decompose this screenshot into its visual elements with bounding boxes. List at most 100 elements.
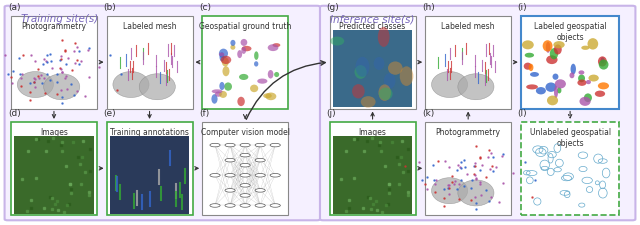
Ellipse shape — [554, 45, 562, 55]
Ellipse shape — [570, 64, 576, 75]
FancyBboxPatch shape — [11, 17, 97, 109]
Text: (j): (j) — [326, 109, 336, 118]
Text: (f): (f) — [199, 109, 209, 118]
FancyBboxPatch shape — [202, 122, 288, 215]
Ellipse shape — [220, 92, 227, 99]
Ellipse shape — [458, 74, 494, 100]
Circle shape — [240, 174, 250, 177]
Text: Photogrammetry: Photogrammetry — [436, 128, 500, 137]
FancyBboxPatch shape — [202, 17, 288, 109]
Circle shape — [240, 154, 250, 157]
Circle shape — [210, 174, 220, 177]
Ellipse shape — [546, 56, 557, 65]
Ellipse shape — [600, 58, 605, 64]
FancyBboxPatch shape — [109, 35, 189, 108]
Ellipse shape — [221, 56, 231, 65]
Ellipse shape — [598, 57, 607, 67]
FancyBboxPatch shape — [428, 141, 508, 214]
Ellipse shape — [17, 72, 54, 98]
Ellipse shape — [378, 85, 391, 101]
Ellipse shape — [250, 85, 258, 93]
Ellipse shape — [352, 85, 365, 99]
Text: Photogrammetry: Photogrammetry — [22, 22, 86, 31]
FancyBboxPatch shape — [205, 35, 285, 108]
Text: Labeled geospatial
objects: Labeled geospatial objects — [534, 22, 607, 41]
Ellipse shape — [273, 44, 280, 48]
FancyBboxPatch shape — [109, 137, 189, 214]
Ellipse shape — [578, 75, 585, 83]
Ellipse shape — [257, 79, 268, 84]
Circle shape — [225, 204, 235, 207]
FancyBboxPatch shape — [14, 137, 94, 214]
Ellipse shape — [431, 72, 468, 98]
Ellipse shape — [379, 88, 392, 101]
Text: Geospatial ground truth: Geospatial ground truth — [199, 22, 291, 31]
Ellipse shape — [222, 58, 228, 67]
Text: Training site(s): Training site(s) — [20, 14, 98, 24]
Circle shape — [225, 144, 235, 147]
Circle shape — [210, 204, 220, 207]
Text: Unlabeled geospatial
objects: Unlabeled geospatial objects — [529, 128, 611, 147]
Ellipse shape — [577, 80, 586, 86]
Text: Inference site(s): Inference site(s) — [330, 14, 414, 24]
Ellipse shape — [555, 80, 566, 89]
Text: Images: Images — [358, 128, 387, 137]
Text: Images: Images — [40, 128, 68, 137]
Ellipse shape — [355, 66, 367, 79]
Ellipse shape — [536, 88, 546, 95]
Ellipse shape — [400, 67, 413, 87]
Ellipse shape — [579, 97, 591, 106]
Text: Training annotations: Training annotations — [110, 128, 189, 137]
FancyBboxPatch shape — [428, 35, 508, 108]
Ellipse shape — [530, 73, 539, 77]
Ellipse shape — [239, 74, 248, 81]
FancyBboxPatch shape — [11, 122, 97, 215]
Ellipse shape — [242, 47, 252, 52]
Ellipse shape — [224, 83, 232, 91]
FancyBboxPatch shape — [205, 141, 285, 214]
Text: Labeled mesh: Labeled mesh — [123, 22, 176, 31]
FancyBboxPatch shape — [524, 141, 616, 214]
Ellipse shape — [570, 73, 575, 79]
Text: (k): (k) — [422, 109, 434, 118]
Ellipse shape — [254, 52, 259, 61]
Ellipse shape — [219, 50, 228, 59]
Ellipse shape — [330, 37, 344, 46]
Ellipse shape — [552, 74, 559, 81]
Ellipse shape — [230, 45, 236, 51]
Ellipse shape — [113, 72, 149, 98]
Circle shape — [270, 144, 280, 147]
Ellipse shape — [584, 94, 592, 103]
Circle shape — [225, 174, 235, 177]
Ellipse shape — [384, 74, 396, 89]
Ellipse shape — [44, 74, 80, 100]
FancyBboxPatch shape — [521, 122, 620, 215]
FancyBboxPatch shape — [320, 7, 636, 220]
Circle shape — [210, 144, 220, 147]
Text: (g): (g) — [326, 3, 339, 12]
Ellipse shape — [586, 81, 591, 85]
Ellipse shape — [579, 71, 584, 75]
Circle shape — [240, 164, 250, 167]
Ellipse shape — [388, 62, 403, 75]
Ellipse shape — [220, 53, 225, 62]
Ellipse shape — [524, 63, 532, 70]
Ellipse shape — [588, 39, 598, 50]
Circle shape — [255, 159, 265, 162]
Circle shape — [270, 204, 280, 207]
Ellipse shape — [274, 73, 279, 78]
FancyBboxPatch shape — [330, 17, 415, 109]
FancyBboxPatch shape — [106, 17, 193, 109]
FancyBboxPatch shape — [425, 122, 511, 215]
Ellipse shape — [230, 41, 236, 47]
Ellipse shape — [241, 40, 247, 47]
FancyBboxPatch shape — [14, 35, 94, 108]
FancyBboxPatch shape — [524, 35, 616, 108]
Text: (e): (e) — [103, 109, 116, 118]
Text: (c): (c) — [199, 3, 211, 12]
Ellipse shape — [356, 58, 369, 78]
Ellipse shape — [211, 95, 218, 104]
FancyBboxPatch shape — [333, 35, 412, 108]
Circle shape — [225, 189, 235, 192]
Circle shape — [240, 144, 250, 147]
